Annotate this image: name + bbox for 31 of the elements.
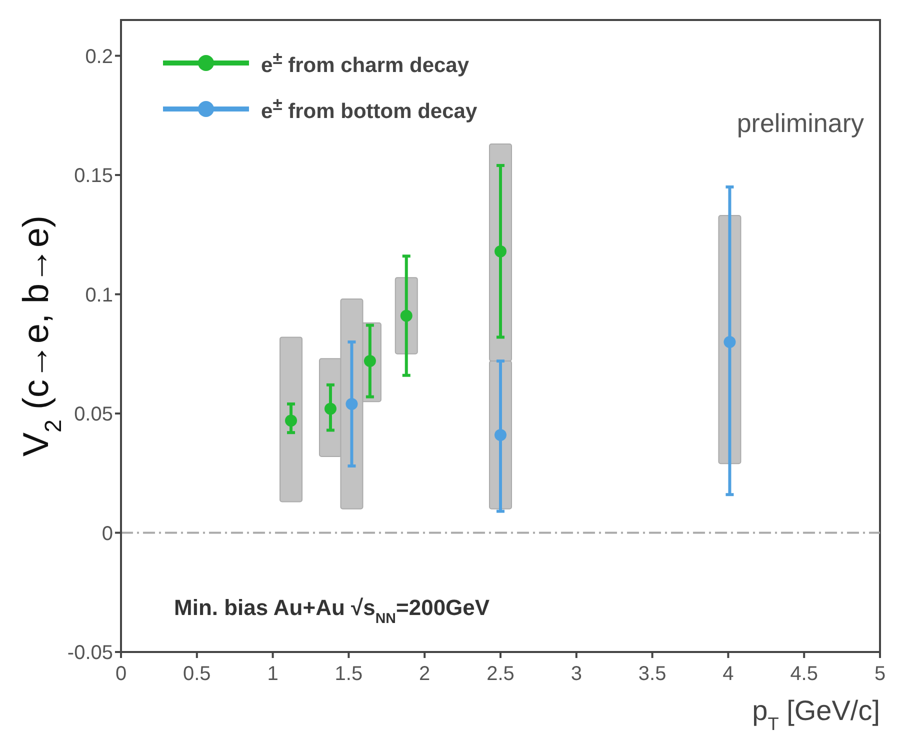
- y-tick-label: 0.05: [74, 404, 113, 426]
- x-tick-label: 4: [722, 663, 734, 686]
- point: [494, 428, 506, 441]
- x-tick-label: 5: [874, 663, 886, 686]
- x-tick-label: 3: [570, 663, 582, 686]
- annotation: preliminary: [736, 108, 864, 138]
- y-tick-label: -0.05: [67, 642, 113, 664]
- y-tick-label: 0: [102, 522, 113, 545]
- x-tick-label: 0.5: [182, 663, 211, 686]
- bar: [280, 336, 303, 502]
- point: [324, 402, 336, 415]
- x-tick-label: 3.5: [638, 663, 666, 686]
- x-tick-label: 2.5: [486, 663, 514, 686]
- point: [364, 355, 376, 368]
- x-tick-label: 0: [115, 663, 127, 686]
- y-tick-label: 0.1: [85, 284, 113, 306]
- point: [400, 310, 412, 322]
- y-tick-label: 0.2: [85, 46, 113, 68]
- point: [346, 398, 358, 410]
- legend-label: e$^{±}$ from bottom decay: [261, 94, 478, 124]
- point: [285, 414, 298, 427]
- x-axis-title: p$_{T}$ [GeV/c]: [752, 695, 880, 734]
- legend-label: e$^{±}$ from charm decay: [261, 48, 470, 78]
- x-tick-label: 1.5: [334, 663, 363, 686]
- point: [494, 245, 506, 258]
- x-tick-label: 2: [419, 663, 430, 686]
- annotation: Min. bias Au+Au √s$_{NN}$=200GeV: [174, 595, 490, 627]
- x-tick-label: 4.5: [790, 663, 818, 686]
- y-tick-label: 0.15: [74, 165, 113, 188]
- x-tick-label: 1: [267, 663, 278, 686]
- point: [724, 336, 736, 348]
